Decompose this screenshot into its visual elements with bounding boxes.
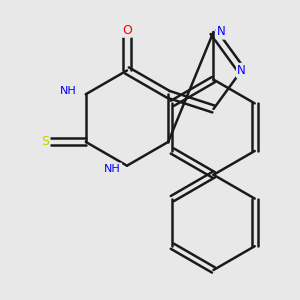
Text: NH: NH (104, 164, 121, 174)
Text: N: N (237, 64, 246, 77)
Text: NH: NH (60, 86, 77, 96)
Text: N: N (217, 26, 225, 38)
Text: S: S (41, 135, 49, 148)
Text: O: O (122, 23, 132, 37)
